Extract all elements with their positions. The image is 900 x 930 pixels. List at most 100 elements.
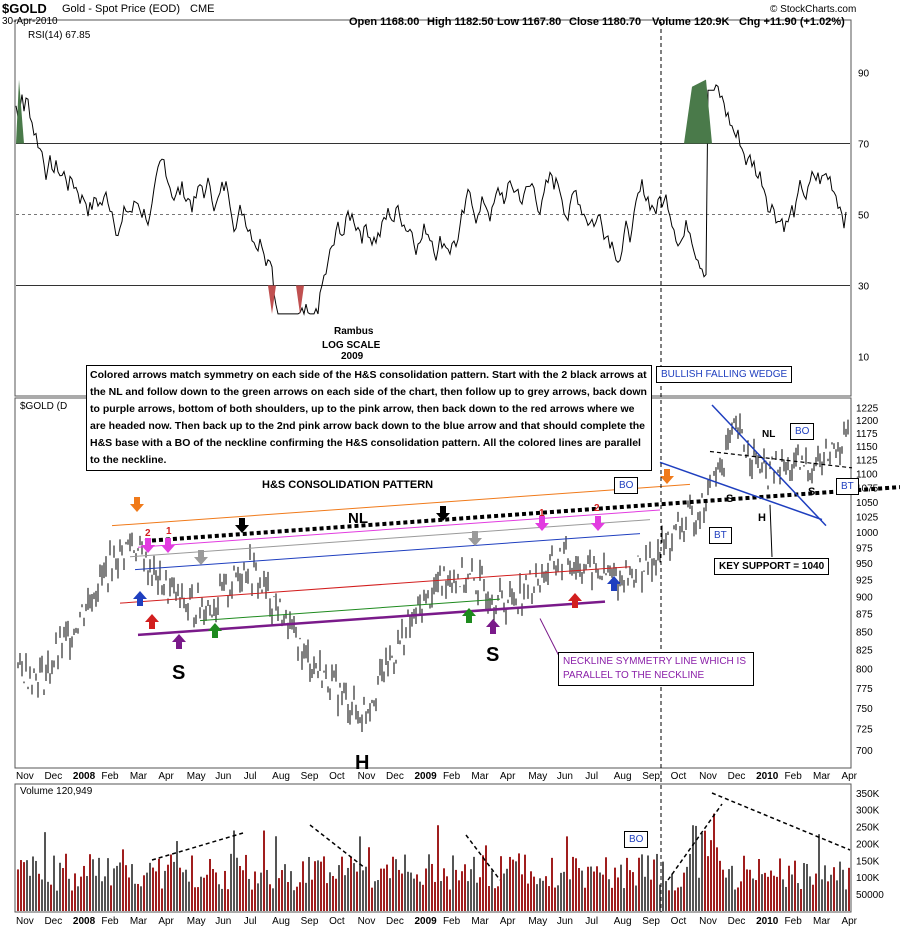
x-tick-label: Oct	[329, 916, 345, 927]
copyright: © StockCharts.com	[770, 4, 857, 15]
x-tick-label: Nov	[16, 771, 34, 782]
price-title: $GOLD (D	[20, 401, 68, 412]
orange-arrow	[130, 497, 144, 512]
x-tick-label: Jun	[557, 771, 573, 782]
x-tick-label: Apr	[841, 916, 857, 927]
x-tick-label: Apr	[500, 916, 516, 927]
x-tick-label: 2010	[756, 916, 779, 927]
exchange: CME	[190, 3, 215, 15]
key-support-callout: KEY SUPPORT = 1040	[714, 558, 830, 575]
x-tick-label: Feb	[101, 916, 119, 927]
volume-trend-line	[151, 832, 244, 861]
x-tick-label: Jul	[244, 916, 257, 927]
blue-arrow	[133, 591, 147, 606]
wedge-right-s-label: S	[808, 486, 816, 498]
blue-parallel-line	[134, 533, 641, 571]
red-arrow	[145, 614, 159, 629]
price-tick-label: 1125	[856, 456, 878, 467]
change-value: Chg +11.90 (+1.02%)	[739, 16, 845, 28]
volume-tick-label: 50000	[856, 890, 884, 901]
purple-arrow	[486, 619, 500, 634]
price-tick-label: 1225	[856, 403, 879, 414]
price-tick-label: 1025	[856, 513, 879, 524]
orange-arrow	[660, 469, 674, 484]
x-tick-label: Sep	[642, 771, 660, 782]
pink-arrow	[535, 516, 549, 531]
high-value: High 1182.50	[427, 16, 494, 28]
x-tick-label: Nov	[358, 771, 376, 782]
rsi-panel	[14, 19, 852, 397]
x-tick-label: Feb	[101, 771, 119, 782]
x-tick-label: Aug	[272, 771, 290, 782]
neckline-symmetry-callout: NECKLINE SYMMETRY LINE WHICH IS PARALLEL…	[558, 652, 754, 686]
pattern-title: H&S CONSOLIDATION PATTERN	[262, 479, 434, 491]
x-tick-label: Dec	[728, 916, 746, 927]
rsi-overbought-fill	[684, 79, 712, 144]
grey-arrow	[468, 531, 482, 546]
rsi-tick-label: 50	[858, 211, 870, 222]
x-tick-label: Jun	[215, 771, 231, 782]
year-label: 2009	[341, 351, 364, 362]
x-tick-label: Dec	[44, 771, 62, 782]
neckline-label: NL	[348, 510, 368, 527]
volume-tick-label: 150K	[856, 856, 880, 867]
x-tick-label: Oct	[329, 771, 345, 782]
x-tick-label: Nov	[16, 916, 34, 927]
x-tick-label: Nov	[358, 916, 376, 927]
x-tick-label: Apr	[158, 771, 174, 782]
symbol: $GOLD	[2, 1, 47, 16]
price-tick-label: 800	[856, 664, 873, 675]
rsi-tick-label: 30	[858, 282, 870, 293]
x-tick-label: Mar	[813, 916, 831, 927]
x-tick-label: 2008	[73, 771, 96, 782]
arrow-number-1b: 1	[539, 508, 545, 519]
rsi-overbought-fill	[16, 79, 24, 144]
volume-trend-line	[465, 834, 501, 881]
open-value: Open 1168.00	[349, 16, 420, 28]
wedge-lower-line	[659, 461, 823, 521]
price-tick-label: 925	[856, 576, 873, 587]
x-tick-label: May	[187, 916, 206, 927]
x-tick-label: Dec	[44, 916, 62, 927]
rsi-title: RSI(14) 67.85	[28, 30, 91, 41]
log-scale-label: LOG SCALE	[322, 340, 381, 351]
price-tick-label: 1000	[856, 528, 879, 539]
low-value: Low 1167.80	[497, 16, 562, 28]
price-tick-label: 775	[856, 684, 873, 695]
symmetry-pointer	[539, 618, 561, 659]
x-tick-label: Feb	[785, 916, 803, 927]
bt-callout-2: BT	[836, 478, 859, 495]
rambus-label: Rambus	[334, 326, 374, 337]
x-tick-label: May	[528, 916, 547, 927]
symbol-name: Gold - Spot Price (EOD)	[62, 3, 180, 15]
red-arrow	[568, 593, 582, 608]
x-tick-label: Feb	[443, 771, 461, 782]
price-tick-label: 975	[856, 543, 873, 554]
rsi-oversold-fill	[268, 285, 276, 314]
arrow-number-2a: 2	[145, 528, 151, 539]
wedge-callout: BULLISH FALLING WEDGE	[656, 366, 793, 383]
x-tick-label: 2010	[756, 771, 779, 782]
x-tick-label: Jun	[215, 916, 231, 927]
x-tick-label: Apr	[841, 771, 857, 782]
x-tick-label: Jul	[585, 916, 598, 927]
x-tick-label: Mar	[471, 771, 489, 782]
purple-arrow	[172, 634, 186, 649]
x-tick-label: Apr	[158, 916, 174, 927]
wedge-nl-label: NL	[762, 429, 776, 440]
x-tick-label: 2009	[414, 771, 437, 782]
x-tick-label: Sep	[301, 916, 319, 927]
rsi-tick-label: 10	[858, 353, 870, 364]
magenta-parallel-line	[137, 509, 661, 548]
green-arrow	[208, 623, 222, 638]
x-tick-label: May	[187, 771, 206, 782]
x-tick-label: Mar	[130, 916, 148, 927]
price-tick-label: 850	[856, 627, 873, 638]
grey-arrow	[194, 550, 208, 565]
rsi-tick-label: 70	[858, 140, 870, 151]
pink-arrow	[591, 516, 605, 531]
x-tick-label: Dec	[386, 771, 404, 782]
wedge-h-label: H	[758, 512, 766, 524]
volume-tick-label: 300K	[856, 806, 880, 817]
price-tick-label: 750	[856, 704, 873, 715]
